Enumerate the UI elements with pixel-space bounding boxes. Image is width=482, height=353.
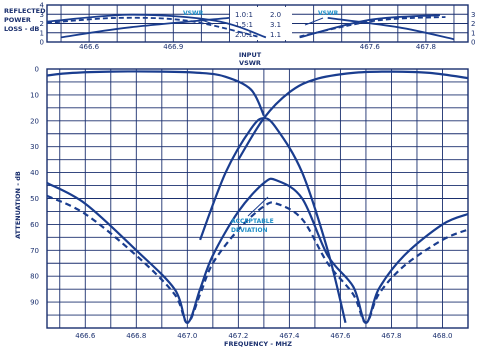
main-x-tick-label: 467.0 [177, 332, 197, 340]
main-xlabel: FREQUENCY - MHZ [224, 340, 292, 348]
top-series-5-dashed [299, 16, 446, 38]
main-annotation-line-2: DEVIATION [231, 227, 268, 234]
main-panel-ticks: 466.6 466.8 467.0 467.2 467.4 467.6 467.8 468.0… [30, 66, 452, 341]
top-center-table-bg [230, 7, 292, 40]
top-ylabel-line-1: REFLECTED [4, 7, 46, 15]
top-xlabel-line-2: VSWR [239, 59, 261, 67]
main-x-tick-label: 467.8 [381, 332, 401, 340]
main-annotation-arrow [247, 196, 269, 217]
main-x-tick-label: 468.0 [432, 332, 452, 340]
main-series-2-solid [199, 117, 347, 324]
main-y-tick-label: 20 [30, 117, 39, 125]
top-xlabel-line-1: INPUT [239, 51, 262, 59]
top-y-left-tick-label: 1 [40, 29, 44, 37]
main-annotation-line-1: ACCEPTABLE [231, 218, 274, 225]
top-table-left-1: 1.5:1 [235, 21, 253, 29]
main-x-tick-label: 467.2 [228, 332, 248, 340]
main-y-tick-label: 40 [30, 169, 39, 177]
top-x-tick-label: 467.8 [416, 43, 436, 51]
top-series-2-dashed [46, 16, 258, 38]
top-center-table: 1.0:1 2.0 1.5:1 3.1 2.0:1 1.1 [235, 11, 281, 39]
main-panel-series [46, 70, 469, 324]
top-table-left-2: 2.0:1 [235, 31, 253, 39]
top-y-right-tick-label: 1 [471, 29, 475, 37]
main-y-tick-label: 60 [30, 221, 39, 229]
main-series-1-solid [237, 70, 469, 161]
main-series-0-solid [46, 70, 265, 117]
top-ylabel-line-3: LOSS - dB [4, 25, 39, 33]
top-y-right-tick-label: 0 [471, 39, 475, 47]
main-x-tick-label: 466.8 [126, 332, 146, 340]
main-y-tick-label: 50 [30, 195, 39, 203]
main-panel-grid [47, 69, 468, 328]
top-y-right-tick-label: 2 [471, 20, 475, 28]
top-series-4-solid [327, 17, 455, 41]
top-x-tick-label: 466.9 [163, 43, 183, 51]
top-y-left-tick-label: 3 [40, 11, 44, 19]
top-table-right-2: 1.1 [270, 31, 281, 39]
main-y-tick-label: 0 [35, 66, 39, 74]
top-table-left-0: 1.0:1 [235, 11, 253, 19]
main-y-tick-label: 90 [30, 299, 39, 307]
main-panel: 466.6 466.8 467.0 467.2 467.4 467.6 467.8 468.0… [14, 66, 469, 348]
main-y-tick-label: 10 [30, 91, 39, 99]
top-x-tick-label: 467.6 [360, 43, 381, 51]
main-x-tick-label: 467.6 [330, 332, 351, 340]
top-y-left-tick-label: 4 [40, 2, 45, 10]
main-series-4-dashed [46, 194, 469, 324]
top-x-tick-label: 466.6 [79, 43, 100, 51]
main-x-tick-label: 467.4 [279, 332, 300, 340]
main-series-3-solid [46, 177, 469, 324]
main-y-tick-label: 70 [30, 247, 39, 255]
top-y-right-tick-label: 3 [471, 11, 475, 19]
top-y-left-tick-label: 0 [40, 39, 44, 47]
main-x-tick-label: 466.6 [75, 332, 96, 340]
top-table-right-1: 3.1 [270, 21, 281, 29]
top-annotation-right-arrow [304, 17, 324, 26]
top-annotation-left-arrow [195, 17, 214, 25]
top-panel-series [46, 13, 455, 41]
top-annotation-left: VSWR [183, 10, 204, 17]
top-series-0-solid [46, 13, 267, 39]
top-annotation-right: VSWR [318, 10, 339, 17]
top-series-1-solid [60, 17, 230, 39]
main-y-tick-label: 30 [30, 143, 39, 151]
main-y-tick-label: 80 [30, 273, 39, 281]
top-panel-grid [47, 5, 468, 42]
top-y-left-tick-label: 2 [40, 20, 44, 28]
main-ylabel: ATTENUATION - dB [14, 171, 22, 239]
top-table-right-0: 2.0 [270, 11, 281, 19]
top-ylabel-line-2: POWER [4, 16, 31, 24]
